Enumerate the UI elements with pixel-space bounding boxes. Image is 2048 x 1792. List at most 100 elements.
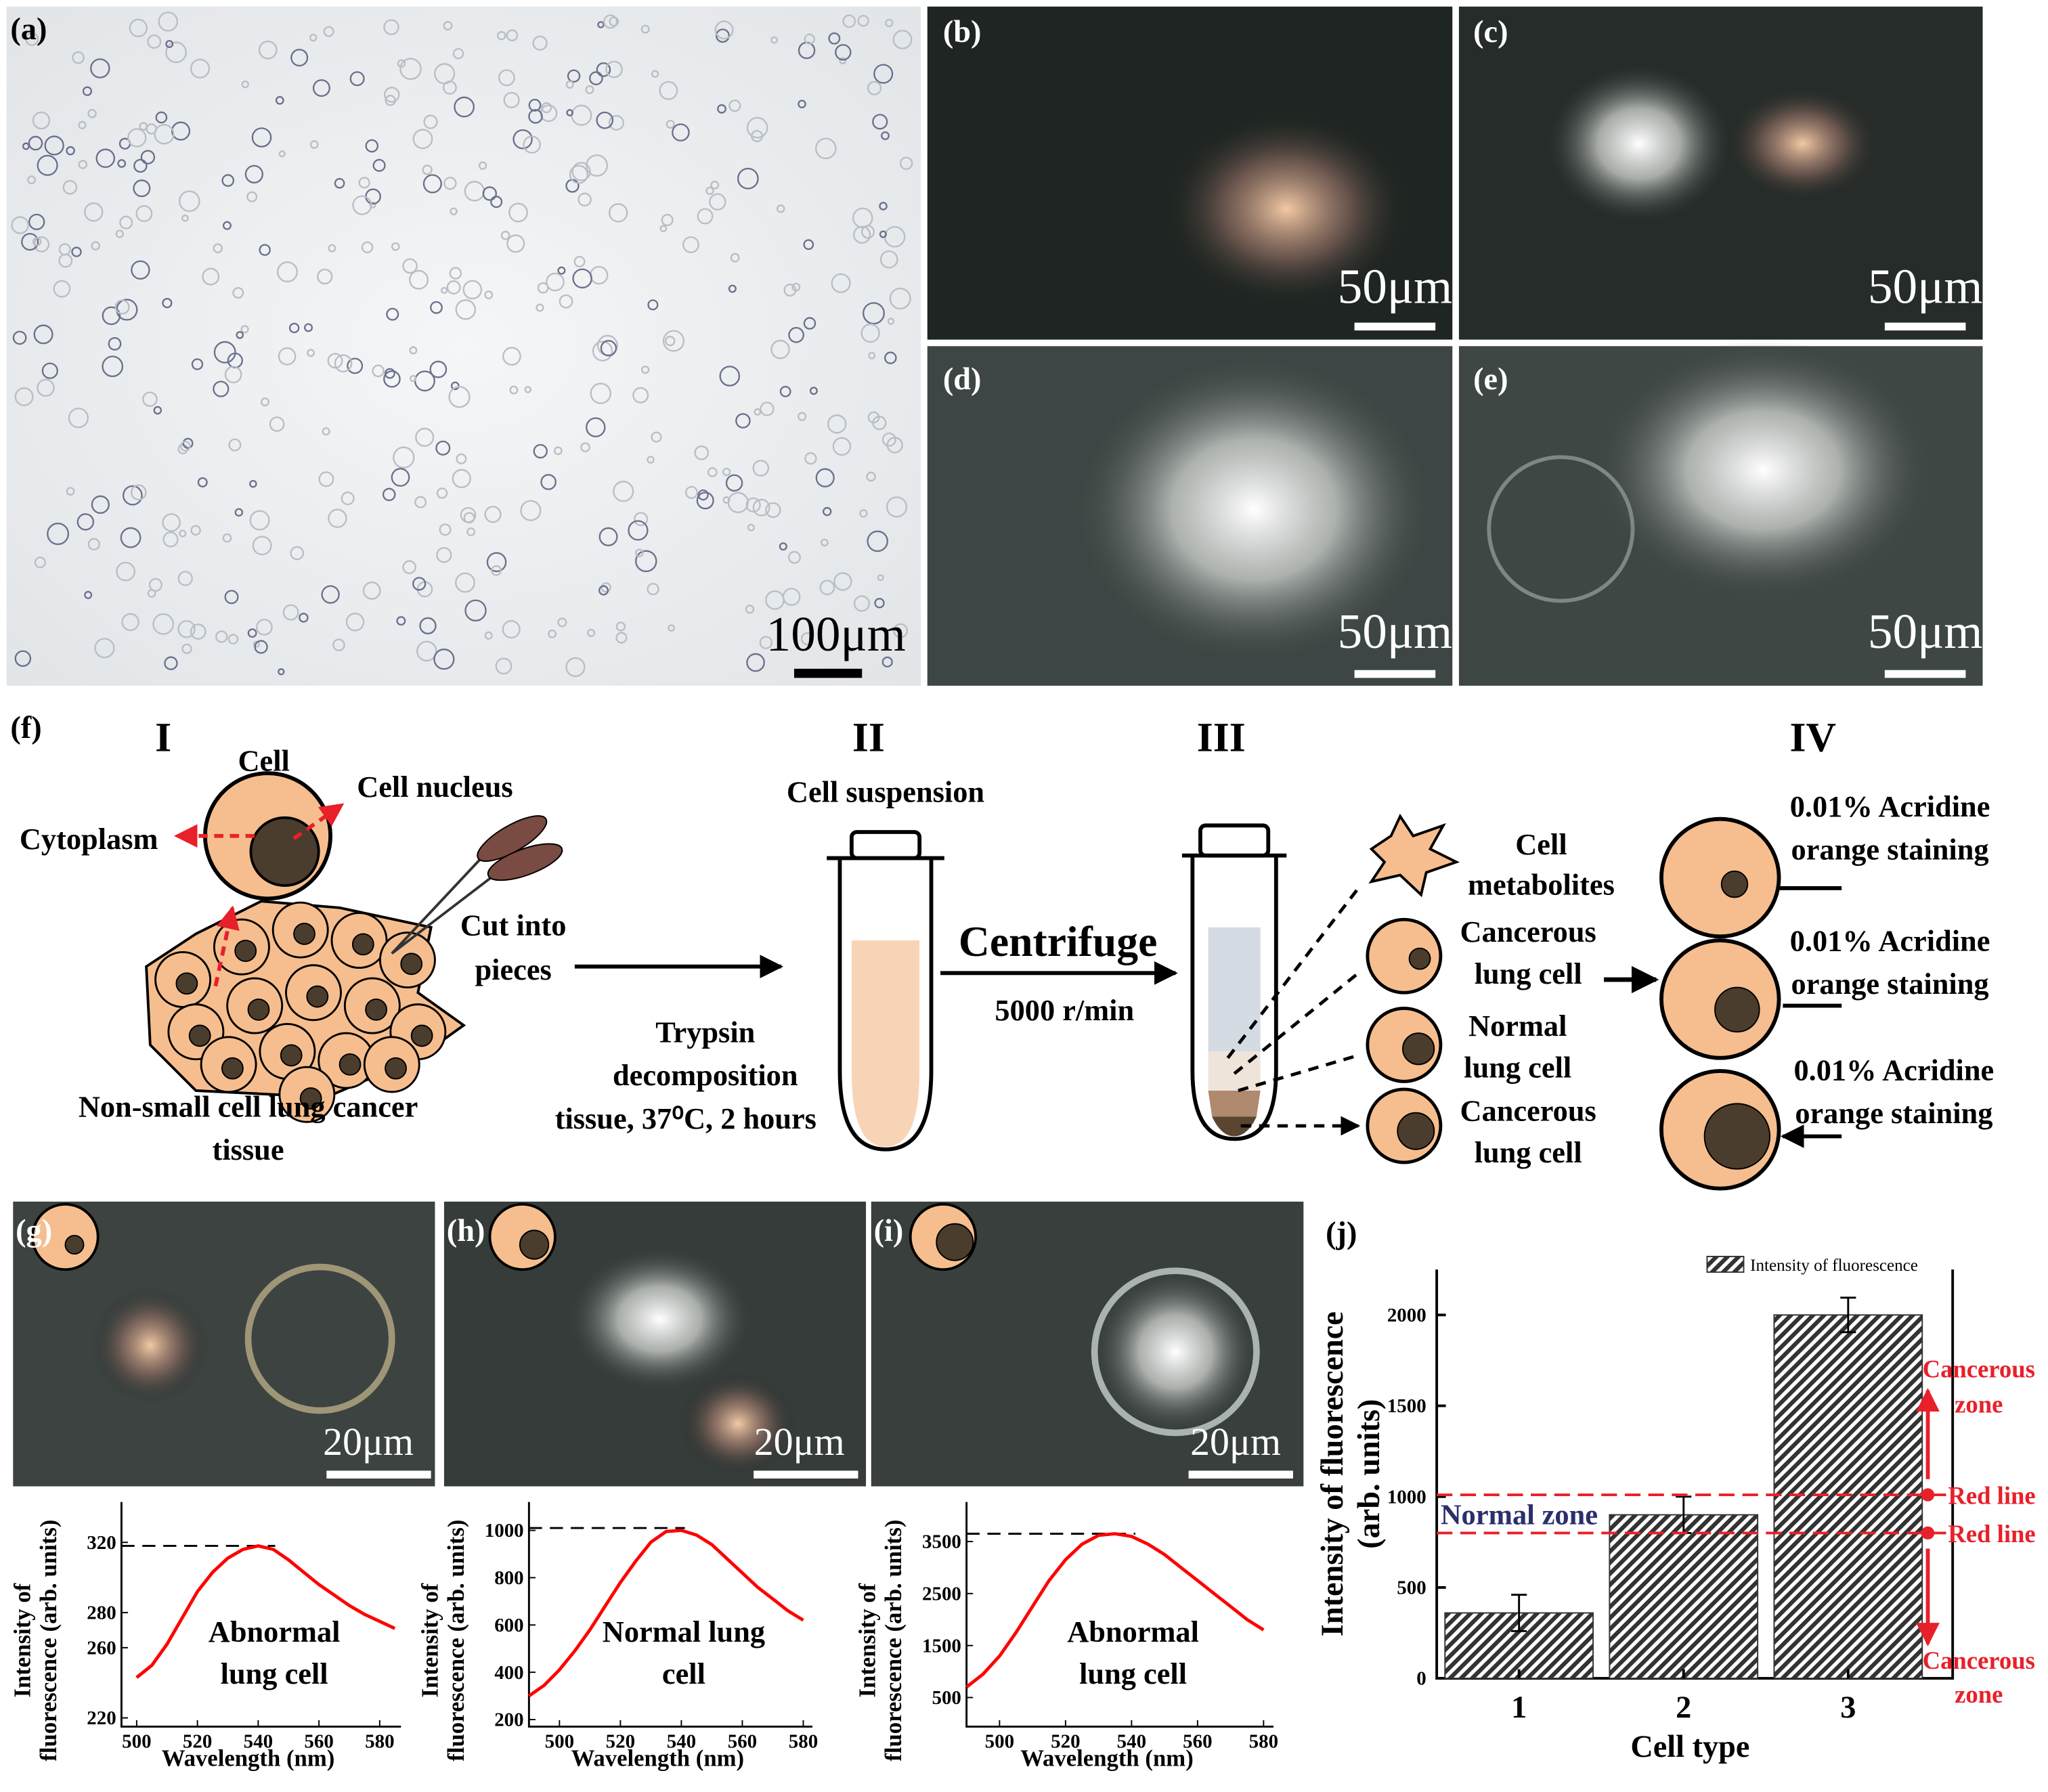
speckle — [759, 636, 773, 649]
speckle — [435, 440, 451, 456]
speckle — [34, 556, 46, 569]
speckle — [524, 386, 532, 393]
y-axis-label: Intensity of — [854, 1583, 881, 1697]
speckle — [832, 437, 852, 456]
stage-label: II — [852, 714, 885, 760]
speckle — [450, 207, 458, 215]
speckle — [383, 19, 399, 35]
speckle — [747, 523, 755, 531]
speckle — [803, 239, 814, 250]
threshold-dot — [1921, 1488, 1935, 1502]
speckle — [881, 656, 893, 668]
arrow — [1779, 886, 1842, 1137]
speckle — [129, 18, 148, 37]
speckle — [409, 346, 418, 355]
speckle — [439, 523, 452, 536]
speckle — [587, 628, 596, 637]
zone-label: Cancerous — [1923, 1646, 2035, 1674]
x-axis-label: Wavelength (nm) — [162, 1745, 335, 1771]
y-tick-label: 600 — [494, 1615, 523, 1636]
scale-label: 20μm — [323, 1420, 414, 1464]
speckle — [382, 487, 396, 502]
x-tick-label: 500 — [985, 1730, 1014, 1752]
speckle — [147, 34, 162, 49]
speckle — [770, 339, 790, 359]
y-tick-label: 500 — [932, 1687, 961, 1709]
x-axis-label: Cell type — [1630, 1730, 1749, 1764]
speckle — [66, 146, 75, 156]
speckle — [82, 86, 93, 96]
speckle — [84, 202, 104, 222]
arrow — [1226, 887, 1358, 1126]
speckle — [452, 47, 464, 60]
speckle — [752, 498, 770, 517]
speckle — [454, 96, 475, 118]
speckle — [341, 491, 355, 506]
speckle — [153, 406, 162, 415]
speckle — [557, 617, 567, 628]
speckle — [628, 520, 649, 541]
tissue-nucleus — [385, 1057, 407, 1080]
speckle — [760, 401, 775, 416]
x-tick-label: 540 — [1117, 1730, 1146, 1752]
speckle — [608, 203, 628, 223]
speckle — [282, 604, 299, 621]
speckle — [384, 368, 395, 379]
text: Cell suspension — [787, 775, 984, 809]
speckle — [213, 243, 223, 254]
speckle — [332, 638, 345, 651]
speckle — [498, 69, 515, 87]
text: lung cell — [1475, 1135, 1582, 1169]
liquid — [851, 940, 920, 1147]
panel-label: (d) — [943, 362, 982, 397]
speckle — [58, 243, 71, 256]
speckle — [853, 595, 870, 612]
speckle — [863, 302, 885, 325]
nucleus-icon — [1397, 1112, 1435, 1150]
speckle — [115, 230, 124, 238]
speckle — [254, 640, 268, 654]
speckle — [647, 456, 655, 464]
speckle — [635, 548, 644, 557]
cell-icon — [1659, 816, 1781, 939]
speckle — [164, 656, 178, 670]
speckle — [569, 165, 588, 184]
speckle — [566, 109, 573, 116]
x-tick-label: 560 — [1183, 1730, 1212, 1752]
speckle — [44, 135, 64, 156]
speckle — [14, 650, 32, 668]
speckle — [821, 538, 829, 547]
speckle — [275, 95, 284, 105]
speckle — [745, 497, 761, 512]
speckle — [532, 35, 548, 51]
speckle — [589, 71, 603, 85]
speckle — [730, 253, 740, 263]
speckle — [887, 318, 895, 325]
speckle — [819, 580, 835, 596]
speckle — [87, 109, 97, 118]
speckle — [396, 616, 406, 626]
speckle — [383, 370, 401, 388]
speckle — [868, 351, 876, 359]
x-tick-label: 560 — [728, 1730, 757, 1752]
tissue-nucleus — [365, 998, 388, 1021]
speckle — [484, 290, 494, 300]
scale-bar — [793, 668, 863, 678]
y-tick-label: 2000 — [1387, 1305, 1426, 1326]
speckle — [227, 634, 239, 644]
speckle — [446, 280, 461, 294]
speckle — [500, 230, 510, 240]
x-tick-label: 580 — [365, 1730, 394, 1752]
speckle — [770, 36, 778, 44]
speckle — [809, 387, 818, 395]
text: Cell — [1515, 827, 1567, 861]
text: 0.01% Acridine — [1790, 789, 1990, 823]
speckle — [503, 91, 520, 108]
speckle — [28, 135, 43, 151]
speckle — [661, 214, 674, 227]
speckle — [635, 550, 657, 573]
speckle — [714, 20, 734, 40]
speckle — [600, 340, 617, 357]
speckle — [253, 640, 260, 648]
speckle — [323, 26, 334, 37]
